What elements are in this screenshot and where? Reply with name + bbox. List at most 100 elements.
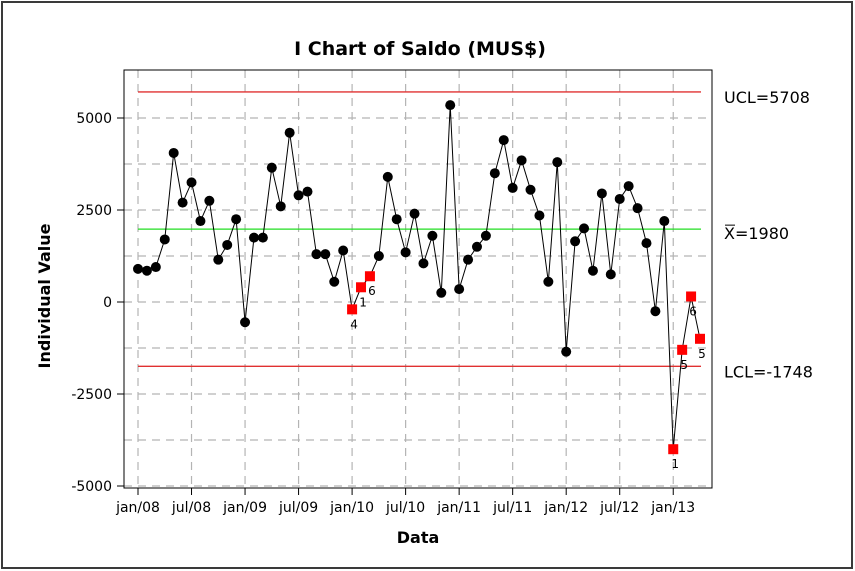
flagged-point <box>677 344 688 355</box>
flagged-point <box>668 444 679 455</box>
data-point <box>543 276 554 287</box>
center-label-xbar: X <box>724 224 735 243</box>
data-point <box>302 186 313 197</box>
x-tick-label: jul/10 <box>385 500 425 516</box>
data-point <box>231 214 242 225</box>
data-point <box>552 157 563 168</box>
data-point <box>284 127 295 138</box>
x-tick-label: jan/10 <box>329 500 374 516</box>
data-point <box>436 287 447 298</box>
data-point <box>454 284 465 295</box>
flag-label: 5 <box>698 347 706 361</box>
x-tick-label: jul/11 <box>492 500 532 516</box>
data-point <box>409 208 420 219</box>
y-axis-label: Individual Value <box>35 223 54 368</box>
lcl-label: LCL=-1748 <box>724 362 813 381</box>
x-tick-label: jul/08 <box>171 500 211 516</box>
data-point <box>329 276 340 287</box>
x-axis-label: Data <box>397 528 440 547</box>
data-point <box>168 147 179 158</box>
center-label-value: =1980 <box>735 224 789 243</box>
data-point <box>623 181 634 192</box>
axis-ticks: jan/08 jul/08 jan/09 jul/09 jan/10 jul/10 jan/… <box>71 111 695 516</box>
y-tick-label: -5000 <box>71 479 112 495</box>
flag-label: 1 <box>671 457 679 471</box>
control-limit-labels: UCL=5708 X=1980 LCL=-1748 <box>724 88 813 381</box>
flag-label: 4 <box>350 317 358 331</box>
ucl-label: UCL=5708 <box>724 88 810 107</box>
data-point <box>204 195 215 206</box>
data-point <box>248 232 259 243</box>
data-point <box>186 177 197 188</box>
y-tick-label: 2500 <box>76 203 112 219</box>
data-point <box>641 238 652 249</box>
data-point <box>257 232 268 243</box>
data-point <box>463 254 474 265</box>
data-point <box>516 155 527 166</box>
data-point <box>507 182 518 193</box>
x-tick-label: jan/12 <box>543 500 588 516</box>
data-point <box>418 258 429 269</box>
y-tick-label: 0 <box>103 295 112 311</box>
control-limit-lines <box>138 91 701 367</box>
data-point <box>150 262 161 273</box>
data-point <box>382 171 393 182</box>
data-point <box>213 254 224 265</box>
data-point <box>480 230 491 241</box>
x-tick-label: jul/12 <box>599 500 639 516</box>
data-point <box>605 269 616 280</box>
chart-title: I Chart of Saldo (MUS$) <box>294 38 546 60</box>
data-point <box>141 265 152 276</box>
data-point <box>650 306 661 317</box>
flag-label: 5 <box>680 358 688 372</box>
data-point <box>400 247 411 258</box>
center-label: X=1980 <box>724 224 789 243</box>
data-point <box>596 188 607 199</box>
data-point <box>320 249 331 260</box>
grid-lines <box>124 70 712 488</box>
flagged-point <box>686 291 697 302</box>
data-point <box>222 239 233 250</box>
flagged-point <box>364 271 375 282</box>
data-point <box>240 317 251 328</box>
plot-frame <box>123 69 713 489</box>
data-point <box>579 223 590 234</box>
data-point <box>373 251 384 261</box>
data-point <box>489 168 500 179</box>
data-point <box>445 100 456 111</box>
x-tick-label: jan/09 <box>222 500 267 516</box>
data-point <box>427 230 438 241</box>
data-point <box>311 249 322 260</box>
x-tick-label: jan/13 <box>650 500 695 516</box>
data-point <box>275 201 286 212</box>
x-tick-label: jul/09 <box>278 500 318 516</box>
data-point <box>133 263 143 274</box>
data-point <box>159 234 170 245</box>
y-tick-label: 5000 <box>76 111 112 127</box>
data-point <box>570 236 581 247</box>
data-point <box>632 203 643 214</box>
data-point <box>525 184 536 195</box>
data-point <box>659 216 670 227</box>
data-point <box>587 265 598 276</box>
data-point <box>471 241 482 252</box>
flagged-point <box>347 304 358 315</box>
data-point <box>266 162 277 173</box>
data-point <box>534 210 545 221</box>
data-point <box>391 214 402 225</box>
x-tick-label: jan/08 <box>115 500 160 516</box>
flagged-point <box>356 282 367 293</box>
flag-label: 6 <box>689 304 697 318</box>
flag-label: 6 <box>368 284 376 298</box>
x-tick-label: jan/11 <box>436 500 481 516</box>
data-point <box>177 197 188 208</box>
y-tick-label: -2500 <box>71 387 112 403</box>
data-point <box>498 135 509 146</box>
series-line <box>137 105 701 450</box>
data-point <box>338 245 349 256</box>
data-point <box>195 216 206 227</box>
data-point <box>561 346 572 357</box>
flag-label: 1 <box>359 295 367 309</box>
